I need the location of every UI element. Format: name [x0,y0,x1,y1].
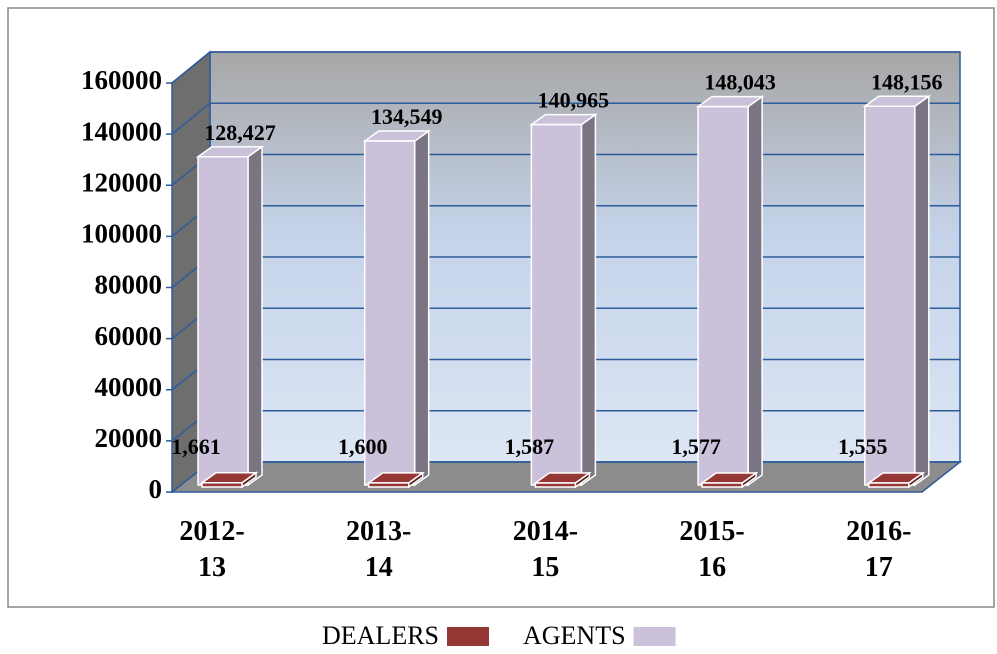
bar-face [530,123,583,486]
value-label: 134,549 [371,104,443,129]
bar [695,95,765,487]
x-tick-label: 2013-14 [346,516,412,583]
bar-face [697,105,749,486]
y-tick-label: 0 [149,474,163,504]
bar-face [367,482,410,488]
bar-face [580,113,597,487]
legend-label: AGENTS [523,621,626,650]
bar [533,471,592,489]
y-tick-label: 140000 [81,116,162,146]
bar-face [701,482,743,488]
y-tick-label: 20000 [95,423,163,453]
value-label: 148,156 [871,69,943,94]
chart-frame [7,7,995,608]
value-label: 1,555 [838,434,888,459]
bar-face [914,94,930,487]
legend-label: DEALERS [322,621,439,650]
bar [362,129,432,487]
bar [199,471,259,489]
bar [866,471,926,489]
value-label: 1,661 [171,434,221,459]
y-tick-label: 40000 [95,372,163,402]
bar [366,471,426,489]
bar-face [413,129,430,487]
value-label: 148,043 [704,70,776,95]
bar-face [747,95,763,487]
bar-face [868,482,910,488]
y-tick-label: 60000 [95,321,163,351]
x-tick-label: 2016-17 [846,516,912,583]
bar [862,94,932,487]
grid-line [171,51,211,84]
y-tick-label: 80000 [95,270,163,300]
value-label: 140,965 [538,88,610,113]
y-tick-label: 100000 [81,219,162,249]
bar-face [197,155,249,486]
bar [699,471,759,489]
bar-face [363,140,416,486]
y-tick-label: 160000 [81,65,162,95]
bar [529,113,598,487]
x-tick-label: 2012-13 [179,516,245,583]
value-label: 1,600 [338,434,388,459]
bar-face [201,482,243,488]
value-label: 128,427 [204,120,276,145]
x-tick-label: 2014-15 [512,516,579,583]
value-label: 1,577 [671,434,721,459]
bar-face [534,482,577,488]
legend-swatch [447,627,489,646]
y-tick-label: 120000 [81,167,162,197]
bar [195,145,265,487]
bar-face [247,145,263,487]
value-label: 1,587 [505,434,555,459]
grid-line [171,102,211,135]
x-tick-label: 2015-16 [679,516,745,583]
bar-face [864,105,916,486]
legend-swatch [633,627,676,646]
